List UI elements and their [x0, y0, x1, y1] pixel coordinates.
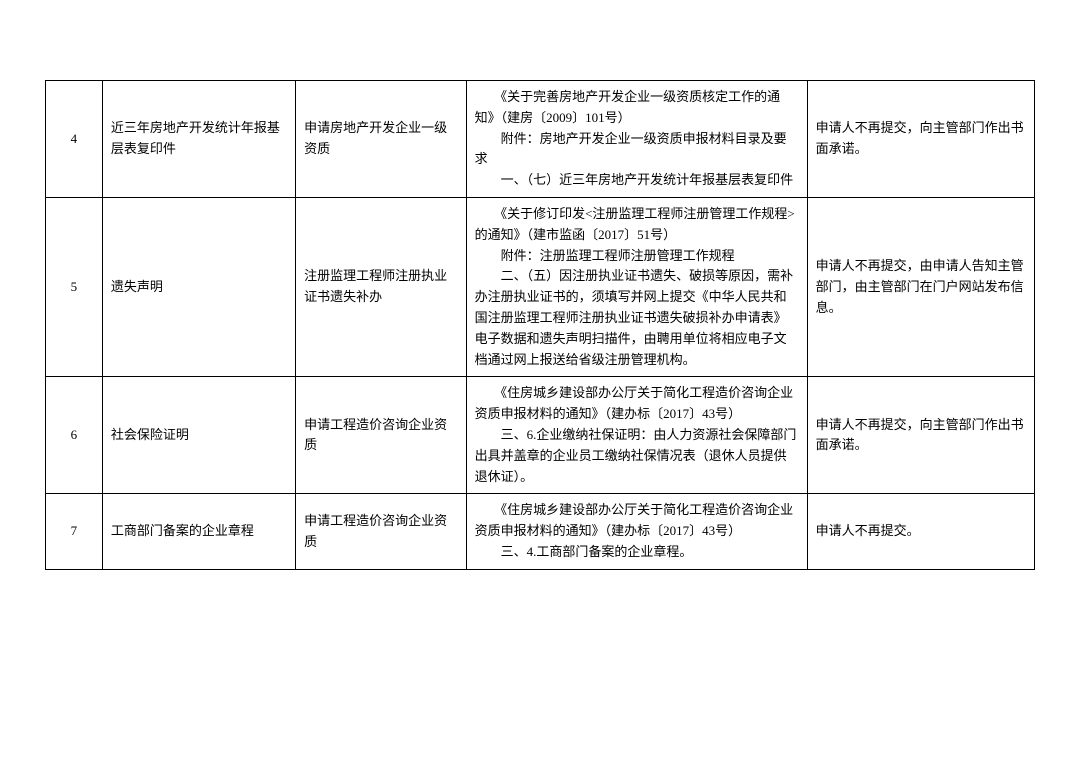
basis-line: 《住房城乡建设部办公厅关于简化工程造价咨询企业资质申报材料的通知》（建办标〔20…: [475, 500, 799, 542]
table-row: 5 遗失声明 注册监理工程师注册执业证书遗失补办 《关于修订印发<注册监理工程师…: [46, 197, 1035, 376]
basis-line: 附件：房地产开发企业一级资质申报材料目录及要求: [475, 129, 799, 171]
cell-material-name: 遗失声明: [102, 197, 295, 376]
cell-action: 申请人不再提交，向主管部门作出书面承诺。: [807, 81, 1034, 198]
cell-num: 5: [46, 197, 103, 376]
cell-scope: 申请工程造价咨询企业资质: [296, 377, 467, 494]
cell-num: 7: [46, 494, 103, 569]
cell-material-name: 近三年房地产开发统计年报基层表复印件: [102, 81, 295, 198]
cell-action: 申请人不再提交，由申请人告知主管部门，由主管部门在门户网站发布信息。: [807, 197, 1034, 376]
table-row: 4 近三年房地产开发统计年报基层表复印件 申请房地产开发企业一级资质 《关于完善…: [46, 81, 1035, 198]
cell-num: 4: [46, 81, 103, 198]
cell-basis: 《关于完善房地产开发企业一级资质核定工作的通知》（建房〔2009〕101号） 附…: [466, 81, 807, 198]
basis-line: 《关于完善房地产开发企业一级资质核定工作的通知》（建房〔2009〕101号）: [475, 87, 799, 129]
cell-action: 申请人不再提交，向主管部门作出书面承诺。: [807, 377, 1034, 494]
basis-line: 《关于修订印发<注册监理工程师注册管理工作规程>的通知》（建市监函〔2017〕5…: [475, 204, 799, 246]
basis-line: 三、4.工商部门备案的企业章程。: [475, 542, 799, 563]
basis-line: 三、6.企业缴纳社保证明：由人力资源社会保障部门出具并盖章的企业员工缴纳社保情况…: [475, 425, 799, 487]
basis-line: 附件：注册监理工程师注册管理工作规程: [475, 246, 799, 267]
table-row: 6 社会保险证明 申请工程造价咨询企业资质 《住房城乡建设部办公厅关于简化工程造…: [46, 377, 1035, 494]
certification-material-table: 4 近三年房地产开发统计年报基层表复印件 申请房地产开发企业一级资质 《关于完善…: [45, 80, 1035, 570]
cell-basis: 《住房城乡建设部办公厅关于简化工程造价咨询企业资质申报材料的通知》（建办标〔20…: [466, 494, 807, 569]
basis-line: 一、（七）近三年房地产开发统计年报基层表复印件: [475, 170, 799, 191]
cell-action: 申请人不再提交。: [807, 494, 1034, 569]
cell-scope: 申请工程造价咨询企业资质: [296, 494, 467, 569]
cell-material-name: 社会保险证明: [102, 377, 295, 494]
table-body: 4 近三年房地产开发统计年报基层表复印件 申请房地产开发企业一级资质 《关于完善…: [46, 81, 1035, 570]
cell-material-name: 工商部门备案的企业章程: [102, 494, 295, 569]
cell-num: 6: [46, 377, 103, 494]
basis-line: 《住房城乡建设部办公厅关于简化工程造价咨询企业资质申报材料的通知》（建办标〔20…: [475, 383, 799, 425]
table-row: 7 工商部门备案的企业章程 申请工程造价咨询企业资质 《住房城乡建设部办公厅关于…: [46, 494, 1035, 569]
cell-basis: 《住房城乡建设部办公厅关于简化工程造价咨询企业资质申报材料的通知》（建办标〔20…: [466, 377, 807, 494]
cell-scope: 申请房地产开发企业一级资质: [296, 81, 467, 198]
cell-basis: 《关于修订印发<注册监理工程师注册管理工作规程>的通知》（建市监函〔2017〕5…: [466, 197, 807, 376]
basis-line: 二、（五）因注册执业证书遗失、破损等原因，需补办注册执业证书的，须填写并网上提交…: [475, 266, 799, 370]
cell-scope: 注册监理工程师注册执业证书遗失补办: [296, 197, 467, 376]
